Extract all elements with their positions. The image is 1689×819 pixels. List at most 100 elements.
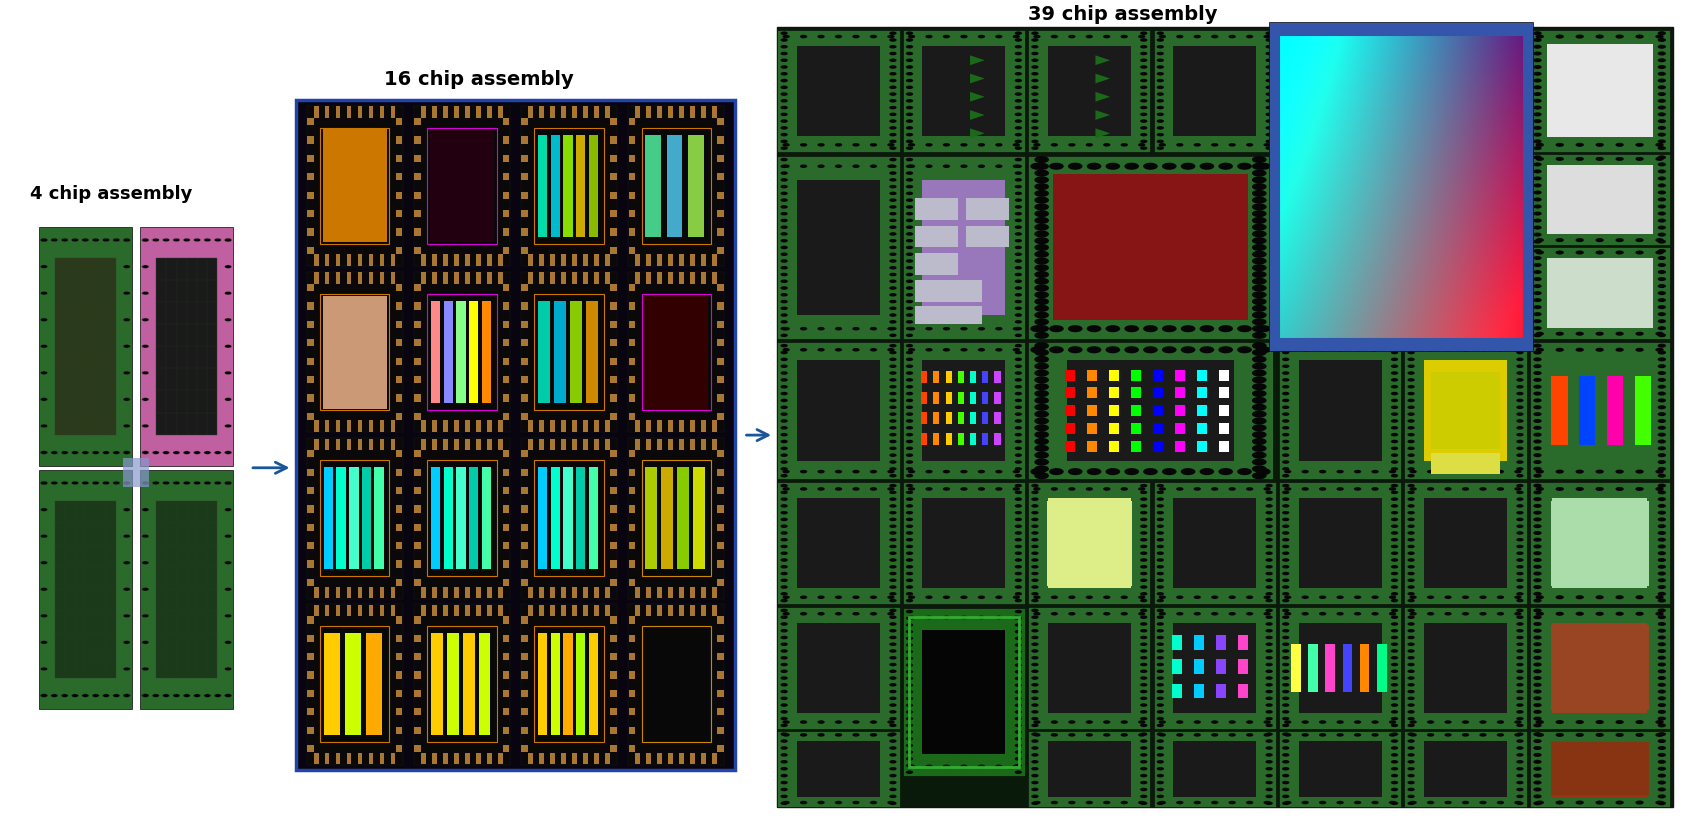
Circle shape [1301,125,1307,129]
Bar [669,439,672,450]
Circle shape [1137,36,1145,39]
Circle shape [1657,599,1665,603]
Circle shape [888,491,897,495]
Bar [476,421,480,432]
Circle shape [1554,487,1562,491]
Circle shape [1284,36,1290,39]
Bar [610,340,616,347]
Circle shape [1532,746,1540,750]
Circle shape [888,199,897,202]
Circle shape [1049,346,1062,354]
Bar [561,273,566,284]
Bar [522,247,529,255]
Circle shape [995,349,1002,352]
Circle shape [1265,622,1272,626]
Circle shape [1140,545,1147,549]
Bar [551,468,559,569]
Circle shape [1263,36,1270,39]
Circle shape [1140,79,1147,84]
Circle shape [1615,348,1623,352]
Circle shape [1140,147,1147,151]
Circle shape [1390,133,1397,138]
Circle shape [1252,370,1265,377]
Circle shape [905,165,912,169]
Circle shape [888,345,897,348]
Circle shape [1013,399,1022,403]
Circle shape [1030,52,1039,57]
Circle shape [1013,505,1022,508]
Circle shape [1657,378,1665,382]
Circle shape [905,731,912,734]
Circle shape [1030,649,1039,653]
Circle shape [780,474,787,478]
Circle shape [780,79,787,84]
Bar [522,395,529,402]
Circle shape [1030,746,1039,750]
Bar [677,468,689,569]
Circle shape [1532,250,1540,254]
Circle shape [1515,683,1523,687]
Circle shape [1013,684,1022,687]
Circle shape [1657,683,1665,687]
Circle shape [1478,613,1486,616]
Bar [605,421,610,432]
Bar [529,439,532,450]
Circle shape [1409,144,1415,147]
Circle shape [1105,346,1120,354]
Bar [958,413,963,425]
Bar [421,255,426,266]
Circle shape [888,66,897,70]
Circle shape [1657,163,1665,167]
Circle shape [1301,36,1307,39]
Bar [307,579,314,586]
Bar [561,255,566,266]
Circle shape [142,451,149,455]
Bar [486,421,491,432]
Circle shape [905,192,912,196]
Circle shape [1155,629,1164,633]
Circle shape [1282,724,1289,727]
Circle shape [1282,616,1289,619]
Circle shape [1657,399,1665,403]
Circle shape [1282,732,1289,736]
Circle shape [1657,505,1665,509]
Circle shape [1654,143,1662,147]
Circle shape [1282,505,1289,508]
Bar [395,210,402,218]
Circle shape [1594,733,1603,737]
Circle shape [926,470,932,474]
Circle shape [1515,79,1523,84]
Bar [314,605,318,616]
Bar [498,273,502,284]
Circle shape [1176,801,1182,804]
Bar [1192,684,1203,699]
Circle shape [888,226,897,229]
Circle shape [1657,710,1665,714]
Bar [464,586,470,598]
Bar [368,439,373,450]
Circle shape [1032,721,1040,724]
Circle shape [888,386,897,389]
Bar [573,586,576,598]
Circle shape [1086,326,1101,333]
Circle shape [1155,93,1164,97]
Circle shape [888,599,897,603]
Circle shape [1532,32,1540,36]
Circle shape [888,274,897,277]
Circle shape [1535,487,1544,491]
Circle shape [780,670,787,673]
Circle shape [1265,697,1272,700]
Circle shape [1635,333,1643,337]
Bar [628,438,723,599]
Circle shape [1535,239,1544,243]
Circle shape [103,694,110,698]
Bar [537,462,600,575]
Bar [395,285,402,292]
Bar [307,690,314,697]
Circle shape [1532,358,1540,362]
Bar [307,635,314,642]
Circle shape [1282,399,1289,403]
Circle shape [905,771,912,774]
Circle shape [1554,733,1562,737]
Circle shape [905,39,912,43]
